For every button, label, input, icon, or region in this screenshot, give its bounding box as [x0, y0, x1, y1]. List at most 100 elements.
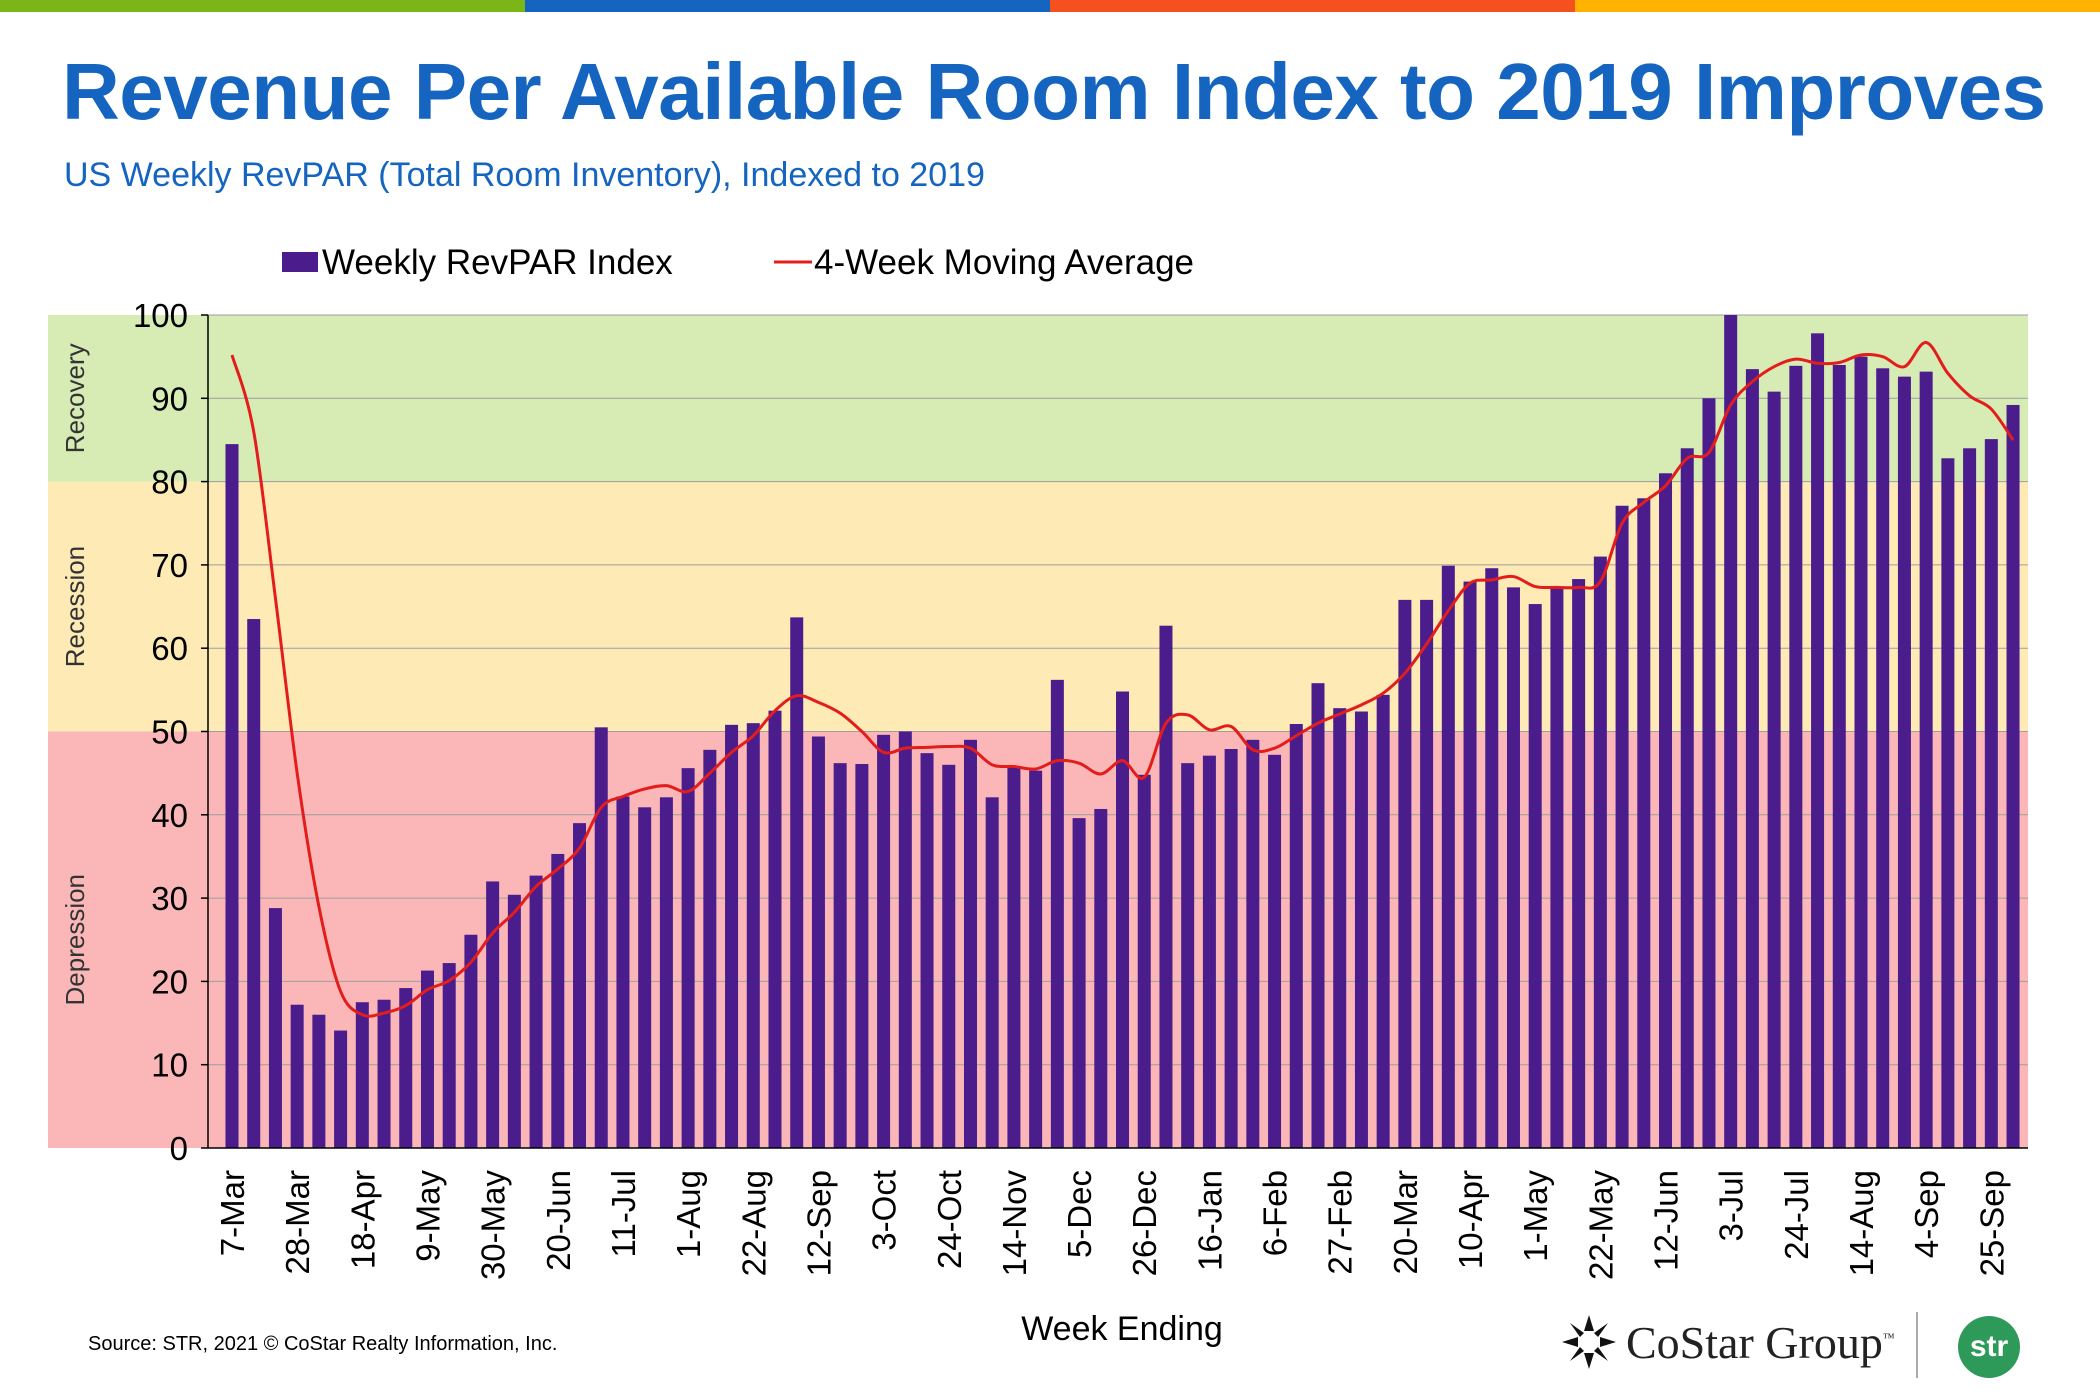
moving-average-line: [230, 341, 2015, 1018]
bar: [247, 619, 261, 1148]
bar: [963, 739, 977, 1148]
bar: [1745, 369, 1759, 1148]
bar: [1680, 448, 1694, 1148]
zone-recession: [48, 481, 2028, 732]
bar: [1441, 565, 1455, 1148]
y-tick-label: 100: [133, 297, 188, 334]
bar: [225, 444, 239, 1148]
x-tick-label: 14-Aug: [1843, 1170, 1880, 1276]
x-tick-label: 14-Nov: [996, 1170, 1033, 1277]
bar: [529, 875, 543, 1148]
bar: [942, 764, 956, 1148]
bar: [1007, 767, 1021, 1148]
bar: [1550, 587, 1564, 1148]
bar: [1832, 364, 1846, 1148]
costar-starburst-icon: [1562, 1315, 1616, 1369]
y-tick-label: 90: [151, 380, 188, 417]
costar-group-logo: CoStar Group™: [1560, 1313, 1895, 1371]
x-tick-label: 4-Sep: [1908, 1170, 1945, 1258]
x-tick-label: 12-Sep: [800, 1170, 837, 1276]
zone-label: Recession: [60, 546, 90, 667]
bar: [1919, 371, 1933, 1148]
y-tick-label: 10: [151, 1047, 188, 1084]
y-tick-label: 70: [151, 547, 188, 584]
bar: [1376, 694, 1390, 1148]
bar: [1506, 587, 1520, 1148]
bar: [1984, 439, 1998, 1148]
x-tick-label: 22-May: [1582, 1170, 1619, 1281]
x-tick-label: 27-Feb: [1322, 1170, 1359, 1275]
x-tick-label: 7-Mar: [214, 1170, 251, 1256]
bar: [268, 908, 282, 1148]
page-title: Revenue Per Available Room Index to 2019…: [62, 47, 2046, 136]
bar: [1137, 774, 1151, 1148]
bar: [1702, 398, 1716, 1148]
logo-divider: [1916, 1312, 1918, 1378]
bar: [790, 617, 804, 1148]
bar: [638, 807, 652, 1148]
stripe-orange: [1050, 0, 1575, 12]
x-tick-label: 9-May: [409, 1170, 446, 1262]
x-tick-label: 18-Apr: [344, 1170, 381, 1269]
bar: [659, 797, 673, 1148]
bar: [725, 724, 739, 1148]
y-tick-label: 0: [170, 1130, 188, 1167]
x-tick-label: 11-Jul: [605, 1170, 642, 1257]
bar: [377, 999, 391, 1148]
x-tick-label: 1-Aug: [670, 1170, 707, 1258]
bar: [1354, 711, 1368, 1148]
bar: [1963, 448, 1977, 1148]
x-tick-label: 30-May: [475, 1170, 512, 1281]
bar: [1072, 818, 1086, 1148]
x-axis-title: Week Ending: [1021, 1310, 1223, 1348]
x-tick-label: 24-Jul: [1778, 1170, 1815, 1260]
zone-label: Recovery: [60, 343, 90, 453]
stripe-blue: [525, 0, 1050, 12]
x-tick-label: 20-Jun: [540, 1170, 577, 1271]
bar: [1637, 498, 1651, 1148]
bar: [703, 749, 717, 1148]
x-tick-label: 24-Oct: [931, 1170, 968, 1269]
bar: [399, 988, 413, 1148]
bar: [1246, 739, 1260, 1148]
x-tick-label: 6-Feb: [1257, 1170, 1294, 1256]
bar: [681, 768, 695, 1148]
bar: [833, 763, 847, 1148]
bar: [573, 823, 587, 1148]
bar: [1572, 579, 1586, 1148]
source-note: Source: STR, 2021 © CoStar Realty Inform…: [88, 1333, 558, 1355]
bar: [1659, 473, 1673, 1148]
stripe-yellow: [1575, 0, 2100, 12]
y-tick-label: 60: [151, 630, 188, 667]
bar: [464, 934, 478, 1148]
bar: [1224, 748, 1238, 1148]
bar: [1333, 708, 1347, 1148]
bar: [1767, 391, 1781, 1148]
bar: [1029, 770, 1043, 1148]
zone-label: Depression: [60, 874, 90, 1006]
bar: [1116, 691, 1130, 1148]
bar: [811, 736, 825, 1148]
bar: [768, 710, 782, 1148]
bar: [442, 963, 456, 1148]
y-tick-label: 30: [151, 880, 188, 917]
bar: [1159, 625, 1173, 1148]
bar: [486, 881, 500, 1148]
bar: [1941, 458, 1955, 1148]
bar: [1420, 599, 1434, 1148]
bar: [1789, 365, 1803, 1148]
bar: [420, 970, 434, 1148]
x-tick-label: 25-Sep: [1973, 1170, 2010, 1276]
y-tick-label: 40: [151, 797, 188, 834]
page-subtitle: US Weekly RevPAR (Total Room Inventory),…: [64, 156, 985, 194]
bar: [312, 1014, 326, 1148]
y-tick-label: 80: [151, 464, 188, 501]
bar: [1528, 604, 1542, 1148]
bar: [1181, 763, 1195, 1148]
top-color-stripe: [0, 0, 2100, 12]
bar: [1876, 368, 1890, 1148]
bar: [898, 731, 912, 1148]
bar: [594, 727, 608, 1148]
x-tick-label: 28-Mar: [279, 1170, 316, 1275]
bar: [920, 753, 934, 1148]
